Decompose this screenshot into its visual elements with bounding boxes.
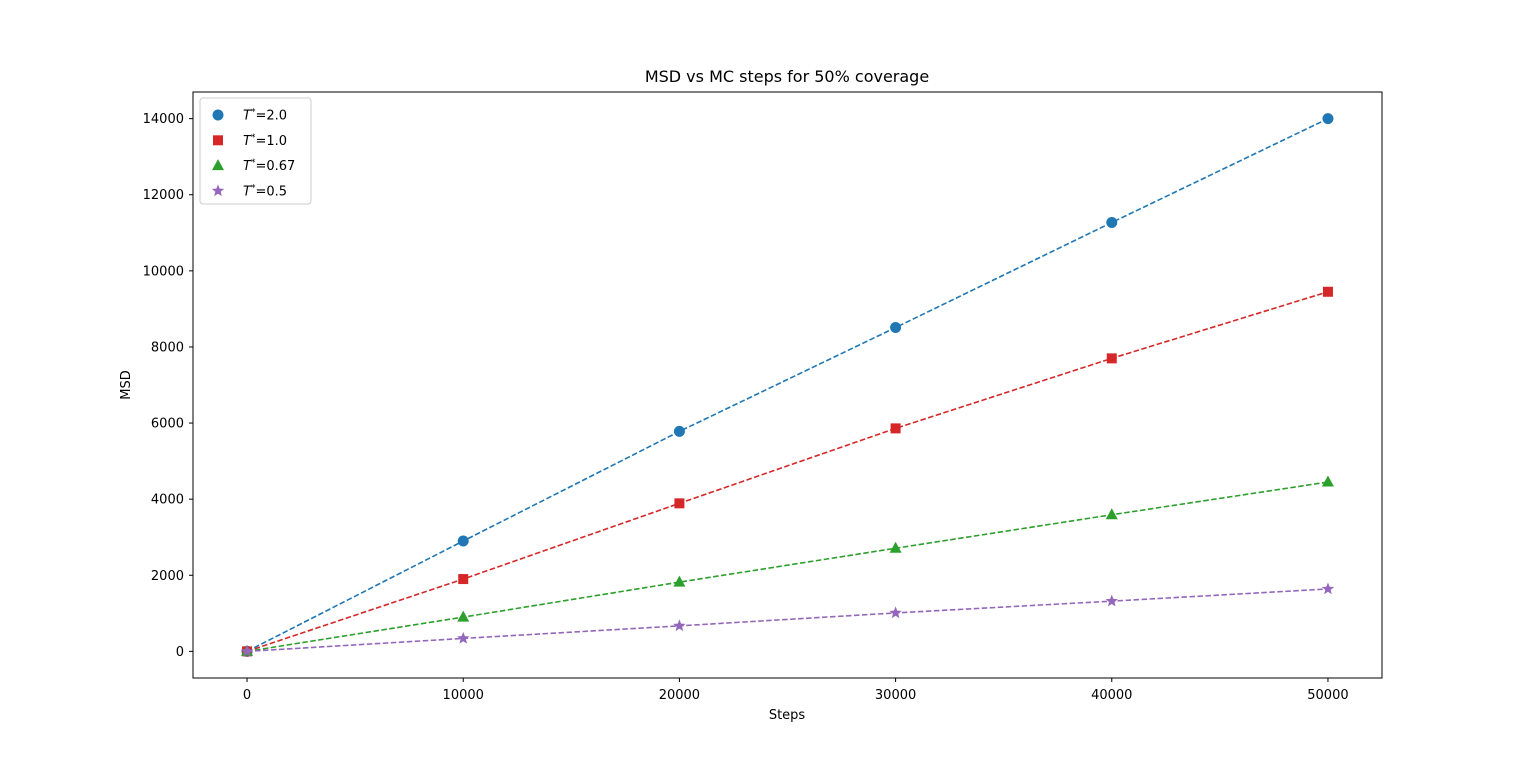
x-tick-label: 20000 (659, 688, 700, 703)
legend-item-3: T*=0.5 (211, 183, 287, 199)
data-point (1105, 594, 1118, 607)
series-line-0 (246, 117, 1329, 653)
y-tick-label: 4000 (151, 493, 184, 508)
legend-item-1: T*=1.0 (213, 133, 287, 149)
data-point (240, 644, 254, 657)
data-point (457, 535, 469, 547)
plot-area (240, 113, 1335, 657)
legend-marker (213, 135, 223, 146)
y-tick-label: 8000 (151, 340, 184, 355)
data-point (1105, 508, 1118, 520)
x-tick-label: 0 (243, 688, 251, 703)
data-point (889, 541, 902, 553)
data-point (1322, 113, 1334, 125)
plot-frame (192, 91, 1383, 679)
x-tick-label: 30000 (875, 688, 916, 703)
x-axis-label: Steps (769, 708, 806, 723)
legend-item-0: T*=2.0 (212, 108, 287, 124)
y-tick-label: 10000 (143, 264, 184, 279)
legend-label: T*=0.67 (243, 158, 295, 174)
legend-marker (212, 159, 224, 171)
x-tick-label: 40000 (1091, 688, 1132, 703)
y-tick-label: 0 (176, 645, 184, 660)
series-line-2 (246, 481, 1329, 653)
series-0 (241, 113, 1334, 657)
legend-label: T*=2.0 (243, 108, 287, 124)
legend-marker (212, 109, 224, 121)
data-point (890, 322, 902, 334)
data-point (889, 606, 902, 619)
data-point (673, 619, 686, 632)
data-point (674, 498, 685, 509)
data-point (458, 574, 469, 585)
legend-label: T*=0.5 (243, 183, 287, 199)
data-point (890, 423, 901, 434)
y-tick-label: 14000 (143, 112, 184, 127)
y-tick-label: 12000 (143, 188, 184, 203)
legend-label: T*=1.0 (243, 133, 287, 149)
series-2 (241, 475, 1334, 656)
series-3 (240, 582, 1335, 657)
data-point (1322, 286, 1333, 297)
data-point (457, 610, 470, 622)
legend: T*=2.0 T*=1.0 T*=0.67 T*=0.5 (199, 97, 312, 205)
y-axis: 0 2000 4000 6000 8000 10000 12000 14000 (143, 112, 193, 660)
legend-item-2: T*=0.67 (212, 158, 295, 174)
data-point (1106, 353, 1117, 364)
x-tick-label: 50000 (1307, 688, 1348, 703)
data-point (1321, 475, 1334, 487)
series-line-1 (246, 291, 1329, 653)
data-point (1106, 217, 1118, 229)
data-point (673, 425, 685, 437)
chart-title: MSD vs MC steps for 50% coverage (645, 67, 929, 86)
data-point (673, 575, 686, 587)
x-tick-label: 10000 (443, 688, 484, 703)
legend-box (199, 97, 312, 205)
x-axis: 0 10000 20000 30000 40000 50000 (243, 678, 1349, 703)
series-line-3 (247, 588, 1328, 653)
y-axis-label: MSD (119, 370, 134, 399)
y-tick-label: 2000 (151, 569, 184, 584)
series-1 (242, 286, 1333, 657)
data-point (1321, 582, 1335, 595)
y-tick-label: 6000 (151, 417, 184, 432)
data-point (457, 631, 470, 644)
legend-marker (211, 184, 225, 197)
